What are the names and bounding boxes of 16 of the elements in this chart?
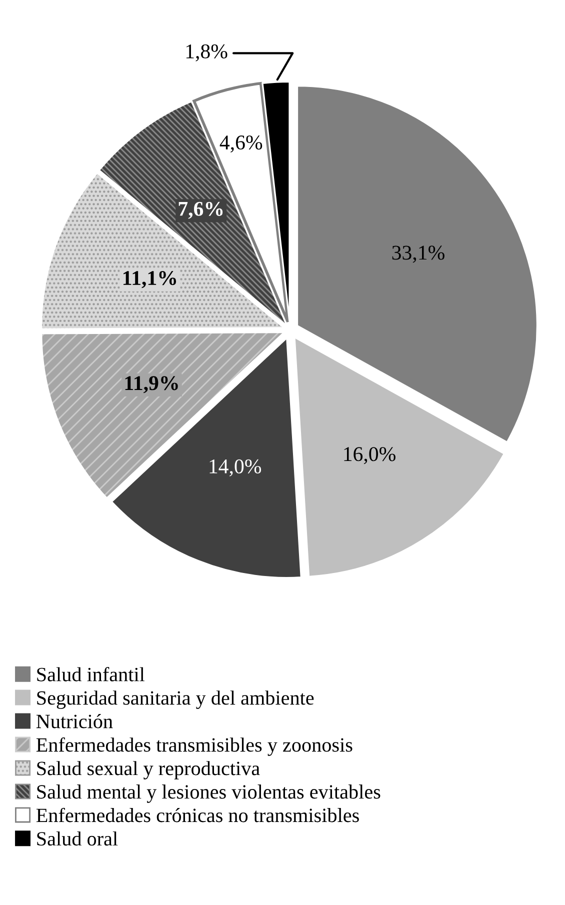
- data-label: 11,1%: [124, 271, 176, 288]
- legend-label: Salud sexual y reproductiva: [37, 761, 260, 780]
- data-label: 1,8%: [186, 44, 228, 62]
- legend-label: Enfermedades transmisibles y zoonosis: [36, 737, 352, 756]
- data-label: 16,0%: [344, 447, 396, 464]
- legend-label: Nutrición: [36, 714, 113, 728]
- legend-label: Enfermedades crónicas no transmisibles: [36, 808, 359, 822]
- legend-label: Seguridad sanitaria y del ambiente: [37, 690, 314, 709]
- data-label: 11,9%: [125, 376, 178, 394]
- data-label: 7,6%: [178, 202, 223, 219]
- data-label: 33,1%: [392, 246, 444, 263]
- data-label: 14,0%: [210, 459, 262, 476]
- data-label: 4,6%: [220, 135, 262, 153]
- legend-label: Salud infantil: [37, 666, 145, 682]
- legend-label: Salud mental y lesiones violentas evitables: [37, 784, 380, 803]
- legend-label: Salud oral: [37, 831, 118, 846]
